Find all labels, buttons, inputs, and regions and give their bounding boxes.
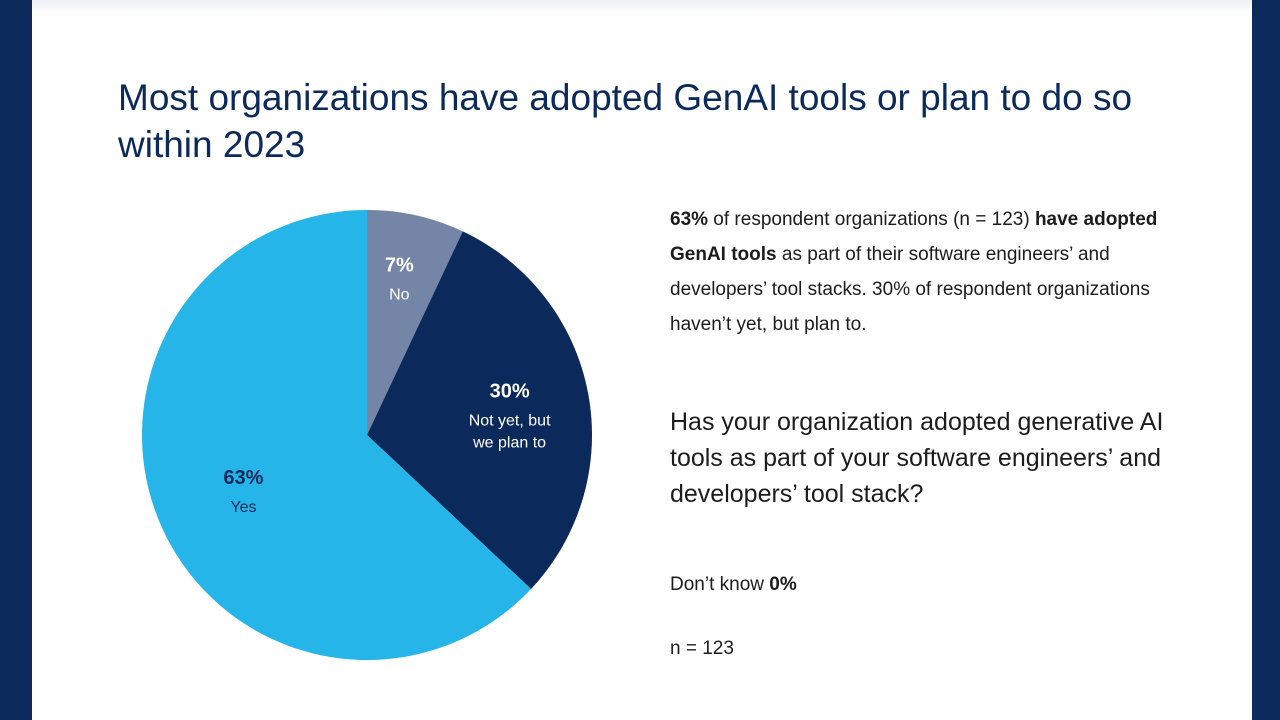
dont-know-stat: Don’t know 0% [670, 574, 797, 596]
dont-know-value: 0% [769, 574, 797, 595]
survey-question: Has your organization adopted generative… [670, 408, 1164, 508]
pie-category-label-not-yet-but-we-plan-to-line-1: Not yet, but [469, 413, 551, 430]
pie-category-label-not-yet-but-we-plan-to-line-2: we plan to [472, 435, 546, 452]
pie-chart-svg: 7% No 30% Not yet, but we plan to 63% Yes [142, 210, 592, 660]
pie-category-label-yes: Yes [230, 499, 256, 516]
pie-pct-label-yes: 63% [223, 467, 263, 489]
pie-category-label-no: No [389, 286, 410, 303]
report-card: Most organizations have adopted GenAI to… [32, 0, 1252, 720]
pie-pct-label-no: 7% [385, 254, 414, 276]
sample-size: n = 123 [670, 638, 734, 659]
pie-pct-label-not-yet-but-we-plan-to: 30% [490, 381, 530, 403]
pie-slice-yes [142, 210, 532, 660]
top-shadow-bar [32, 0, 1252, 14]
summary-text-2: as part of their software engineers’ and… [670, 244, 1150, 335]
pie-slice-no [367, 210, 463, 435]
summary-bold-text: have adopted GenAI tools [670, 209, 1158, 265]
summary-text-1: of respondent organizations (n = 123) [708, 209, 1035, 230]
pie-chart: 7% No 30% Not yet, but we plan to 63% Yes [132, 200, 602, 670]
summary-percentage: 63% [670, 209, 709, 230]
pie-slice-not-yet-but-we-plan-to [367, 231, 592, 590]
summary-paragraph: 63% of respondent organizations (n = 123… [670, 202, 1190, 342]
page-title: Most organizations have adopted GenAI to… [118, 77, 1133, 165]
dont-know-label: Don’t know [670, 574, 770, 595]
